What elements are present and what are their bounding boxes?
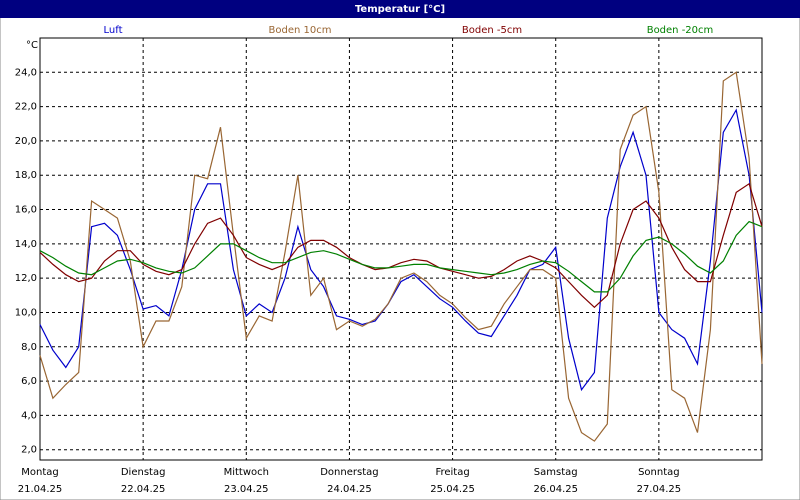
x-tick-day: Samstag [534, 467, 578, 478]
legend-entry: Luft [104, 25, 123, 36]
x-tick-label: 23.04.25 [224, 484, 269, 495]
y-tick-label: 4,0 [21, 410, 37, 421]
legend-entry: Boden -5cm [462, 25, 522, 36]
x-tick-day: Sonntag [638, 467, 680, 478]
y-tick-label: 18,0 [15, 170, 37, 181]
x-tick-day: Dienstag [121, 467, 166, 478]
y-tick-label: 12,0 [15, 273, 37, 284]
y-tick-label: 22,0 [15, 102, 37, 113]
x-tick-day: Montag [21, 467, 58, 478]
x-tick-label: 26.04.25 [533, 484, 578, 495]
y-tick-label: 16,0 [15, 205, 37, 216]
y-tick-label: 6,0 [21, 376, 37, 387]
x-tick-label: 22.04.25 [121, 484, 166, 495]
chart-title: Temperatur [°C] [355, 4, 445, 15]
title-bar [0, 0, 800, 18]
x-tick-label: 21.04.25 [18, 484, 63, 495]
series-line [39, 108, 763, 392]
y-tick-label: 14,0 [15, 239, 37, 250]
x-tick-label: 24.04.25 [327, 484, 372, 495]
x-tick-day: Mittwoch [224, 467, 269, 478]
x-tick-label: 25.04.25 [430, 484, 475, 495]
y-tick-label: 8,0 [21, 342, 37, 353]
series-line [39, 182, 763, 309]
x-tick-label: 27.04.25 [637, 484, 682, 495]
y-tick-label: 10,0 [15, 307, 37, 318]
y-tick-label: 2,0 [21, 445, 37, 456]
legend-entry: Boden -20cm [647, 25, 714, 36]
y-tick-label: 24,0 [15, 67, 37, 78]
series-line [39, 220, 763, 293]
x-tick-day: Freitag [435, 467, 469, 478]
y-tick-label: 20,0 [15, 136, 37, 147]
plot-border [39, 37, 763, 461]
legend-entry: Boden 10cm [269, 25, 332, 36]
y-unit: °C [26, 40, 38, 51]
series-line [39, 71, 763, 442]
x-tick-day: Donnerstag [320, 467, 378, 478]
